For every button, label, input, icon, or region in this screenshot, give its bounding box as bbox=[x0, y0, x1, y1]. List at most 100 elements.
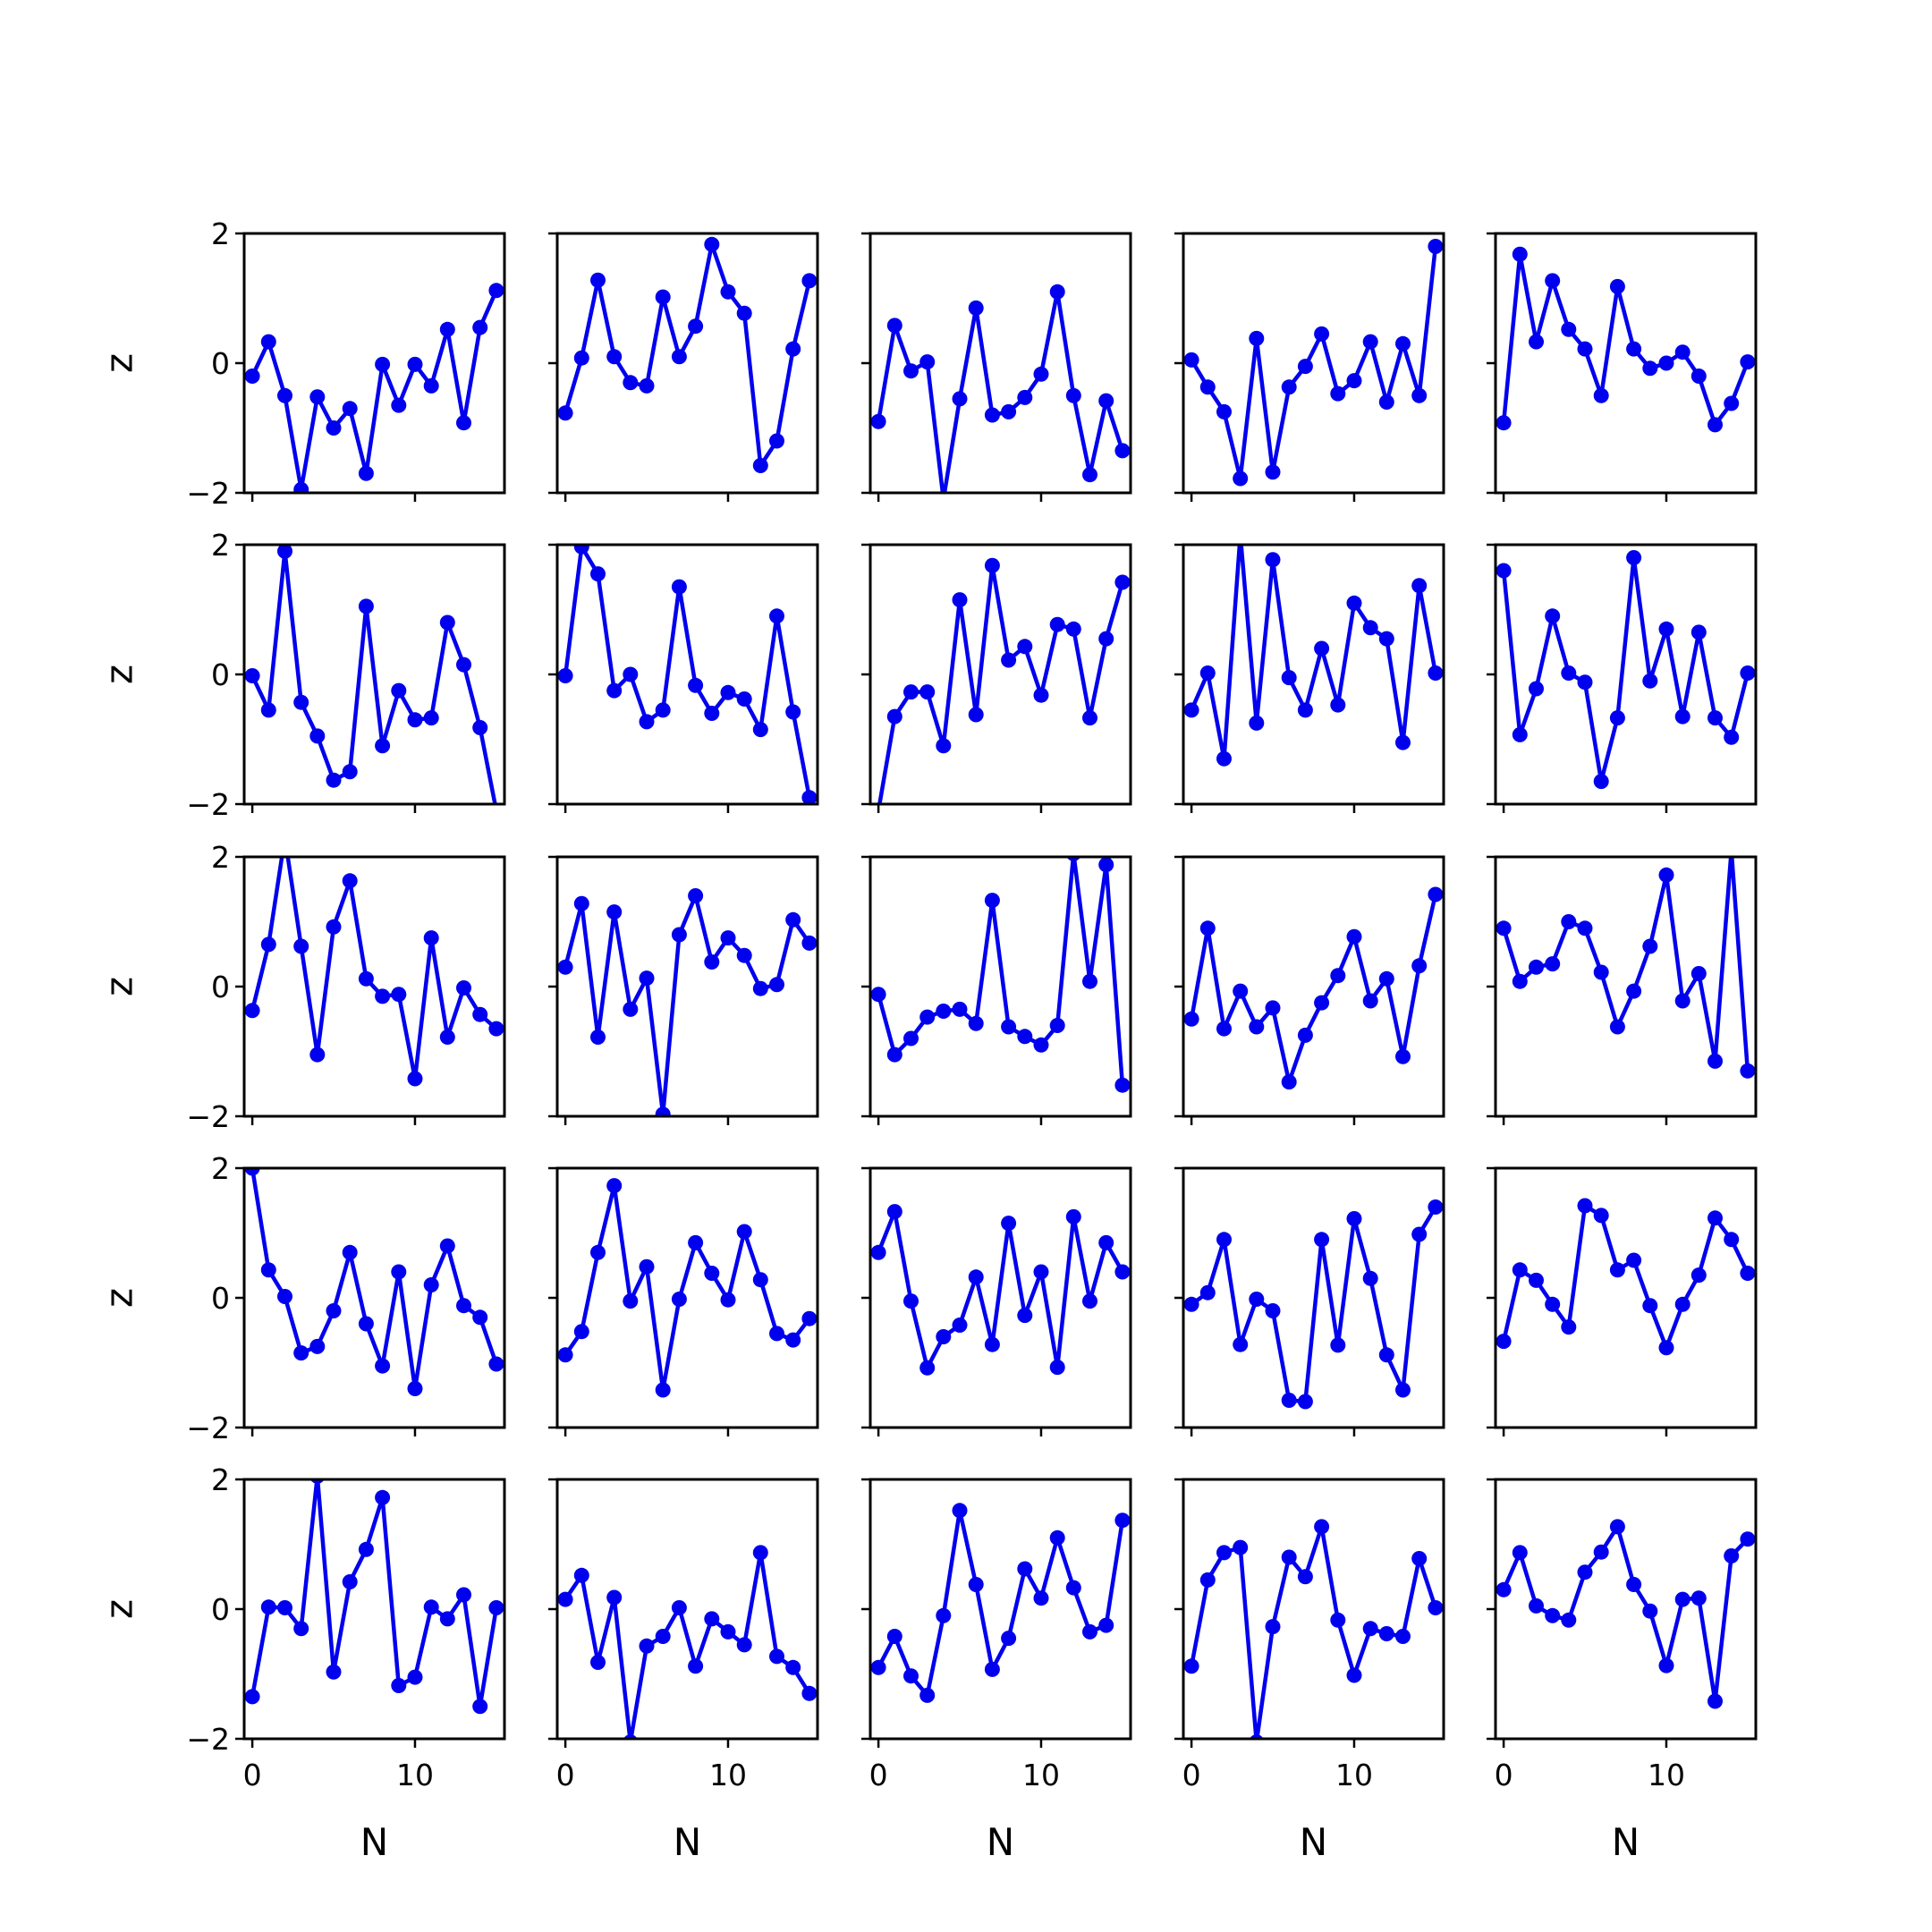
series-line bbox=[1189, 894, 1438, 1084]
data-point bbox=[968, 1269, 984, 1285]
data-point bbox=[1098, 631, 1114, 647]
y-tick-label: −2 bbox=[186, 1099, 230, 1134]
x-tick-label: 0 bbox=[243, 1758, 262, 1792]
x-tick-label: 0 bbox=[556, 1758, 575, 1792]
data-point bbox=[1658, 867, 1674, 883]
data-point bbox=[342, 764, 358, 780]
data-point bbox=[439, 1030, 455, 1045]
data-point bbox=[277, 830, 292, 845]
subplot-r5-c1: −2 0 2 0 10 z N bbox=[97, 1462, 506, 1864]
data-point bbox=[952, 592, 968, 608]
data-point bbox=[655, 289, 671, 305]
data-point bbox=[1609, 1019, 1625, 1035]
data-point bbox=[1529, 1272, 1544, 1288]
data-point bbox=[984, 1336, 1000, 1352]
data-point bbox=[952, 1503, 968, 1519]
data-point bbox=[919, 1687, 936, 1703]
data-point bbox=[1297, 359, 1313, 375]
data-point bbox=[671, 579, 687, 595]
data-point bbox=[623, 1293, 639, 1309]
data-point bbox=[919, 354, 936, 370]
data-point bbox=[936, 1329, 952, 1344]
subplot-r4-c3 bbox=[861, 1166, 1132, 1436]
data-point bbox=[1674, 1591, 1690, 1607]
data-point bbox=[1658, 1340, 1674, 1356]
x-tick-label: 10 bbox=[396, 1758, 434, 1792]
data-point bbox=[1609, 710, 1625, 726]
data-point bbox=[704, 1266, 720, 1281]
axes-frame bbox=[555, 1166, 819, 1429]
series-line bbox=[1502, 1524, 1750, 1704]
data-point bbox=[769, 1326, 784, 1342]
data-point bbox=[704, 236, 720, 252]
data-point bbox=[903, 1668, 919, 1684]
subplot-r5-c2: 0 10N bbox=[548, 1478, 819, 1864]
data-point bbox=[1049, 1530, 1065, 1546]
series bbox=[874, 557, 1131, 804]
data-point bbox=[1216, 1545, 1232, 1561]
data-point bbox=[573, 1567, 589, 1583]
data-point bbox=[1707, 1693, 1723, 1709]
data-point bbox=[720, 284, 736, 300]
data-point bbox=[1114, 443, 1131, 459]
data-point bbox=[1001, 403, 1017, 419]
data-point bbox=[423, 930, 439, 946]
series-line bbox=[563, 242, 812, 468]
data-point bbox=[423, 710, 439, 726]
data-point bbox=[1378, 1626, 1394, 1641]
data-point bbox=[1098, 1617, 1114, 1633]
data-point bbox=[919, 1009, 936, 1025]
data-point bbox=[785, 704, 801, 720]
data-point bbox=[1740, 1063, 1756, 1079]
data-point bbox=[407, 356, 423, 372]
data-point bbox=[391, 987, 407, 1003]
data-point bbox=[1033, 1590, 1049, 1606]
data-point bbox=[1428, 1600, 1444, 1615]
data-point bbox=[688, 318, 704, 335]
data-point bbox=[623, 375, 639, 391]
data-point bbox=[752, 458, 768, 473]
data-point bbox=[1297, 1569, 1313, 1585]
data-point bbox=[1216, 1021, 1232, 1037]
data-point bbox=[407, 1669, 423, 1685]
data-point bbox=[391, 397, 407, 413]
data-point bbox=[1265, 1000, 1281, 1016]
data-point bbox=[488, 1600, 504, 1615]
data-point bbox=[1297, 1027, 1313, 1043]
data-point bbox=[1428, 665, 1444, 681]
data-point bbox=[1512, 973, 1528, 989]
subplot-r4-c1: −2 0 2 z bbox=[97, 1151, 506, 1445]
series-line bbox=[1501, 555, 1750, 784]
series bbox=[1496, 1198, 1756, 1356]
data-point bbox=[655, 1629, 671, 1644]
data-point bbox=[1411, 958, 1428, 974]
data-point bbox=[1674, 708, 1690, 724]
series-line bbox=[250, 1479, 499, 1709]
data-point bbox=[655, 1106, 671, 1116]
data-point bbox=[1496, 1334, 1512, 1350]
data-point bbox=[1577, 920, 1593, 936]
data-point bbox=[260, 1599, 276, 1615]
data-point bbox=[472, 1309, 488, 1326]
data-point bbox=[407, 1381, 423, 1396]
series bbox=[870, 1204, 1131, 1376]
data-point bbox=[1609, 1262, 1625, 1278]
data-point bbox=[1577, 341, 1593, 357]
data-point bbox=[952, 1318, 968, 1333]
data-point bbox=[671, 349, 687, 365]
y-tick-label: 0 bbox=[211, 1592, 230, 1627]
y-tick-label: −2 bbox=[186, 1411, 230, 1445]
data-point bbox=[1017, 389, 1033, 405]
data-point bbox=[1642, 673, 1658, 689]
data-point bbox=[293, 938, 309, 954]
series bbox=[870, 284, 1131, 493]
data-point bbox=[488, 1021, 504, 1037]
series-line bbox=[1190, 545, 1438, 761]
data-point bbox=[655, 702, 671, 718]
data-point bbox=[1740, 665, 1756, 681]
data-point bbox=[293, 1621, 309, 1637]
series-line bbox=[563, 545, 812, 799]
data-point bbox=[1561, 321, 1577, 337]
data-point bbox=[1199, 1572, 1216, 1588]
data-point bbox=[870, 1659, 886, 1675]
